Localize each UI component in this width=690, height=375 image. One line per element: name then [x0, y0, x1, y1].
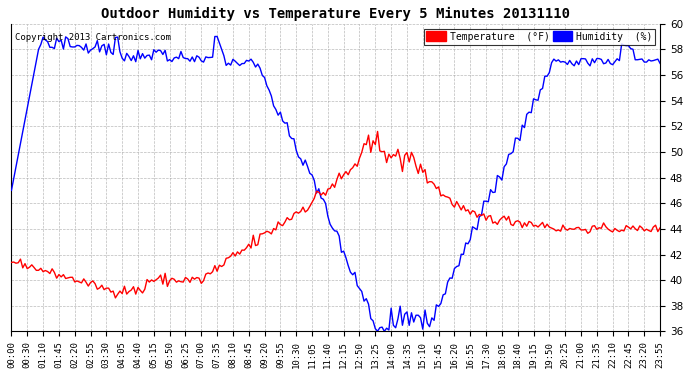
Legend: Temperature  (°F), Humidity  (%): Temperature (°F), Humidity (%)	[424, 28, 656, 45]
Title: Outdoor Humidity vs Temperature Every 5 Minutes 20131110: Outdoor Humidity vs Temperature Every 5 …	[101, 7, 570, 21]
Text: Copyright 2013 Cartronics.com: Copyright 2013 Cartronics.com	[14, 33, 170, 42]
